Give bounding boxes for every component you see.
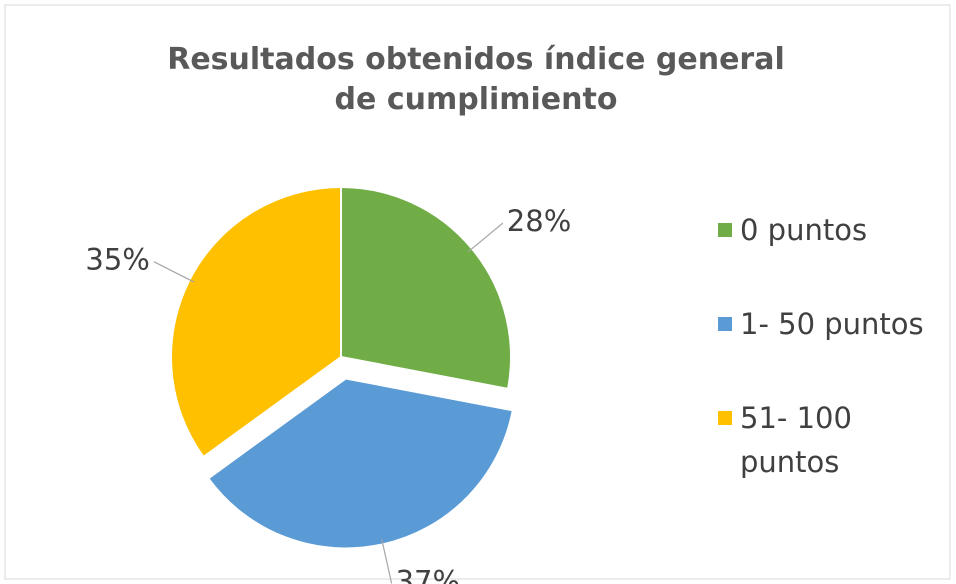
legend-entry: 51- 100 puntos (718, 396, 940, 484)
legend-label: 51- 100 puntos (740, 401, 852, 479)
legend-swatch (718, 317, 732, 331)
legend-swatch (718, 411, 732, 425)
legend-label: 0 puntos (740, 213, 868, 247)
legend-entry: 1- 50 puntos (718, 302, 940, 346)
leader-line (381, 539, 393, 584)
data-label: 37% (396, 564, 460, 584)
leader-line (467, 222, 504, 253)
data-label: 35% (85, 243, 149, 277)
data-label: 28% (507, 204, 571, 238)
legend-label: 1- 50 puntos (740, 307, 924, 341)
leader-line (153, 261, 195, 283)
legend-swatch (718, 223, 732, 237)
chart-title: Resultados obtenidos índice general de c… (167, 42, 785, 117)
legend-entry: 0 puntos (718, 208, 940, 252)
